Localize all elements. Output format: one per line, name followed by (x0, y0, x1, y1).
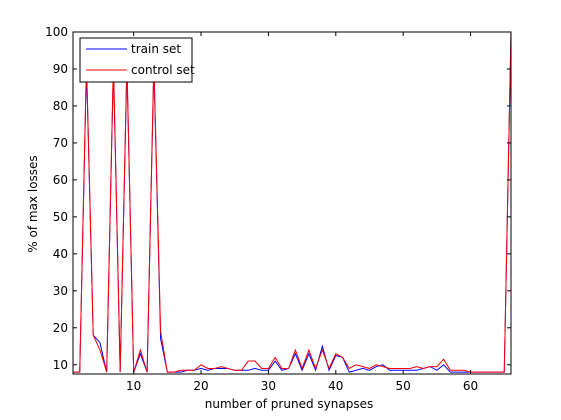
y-tick-label: 20 (53, 321, 68, 335)
x-tick-label: 50 (396, 379, 411, 393)
y-tick-label: 90 (53, 62, 68, 76)
axes-frame (72, 31, 512, 375)
y-tick-label: 10 (53, 358, 68, 372)
y-tick-label: 30 (53, 284, 68, 298)
x-tick-label: 10 (126, 379, 141, 393)
plot-area (73, 32, 511, 374)
x-tick-label: 60 (463, 379, 478, 393)
y-tick-label: 70 (53, 136, 68, 150)
legend-label-train-set: train set (131, 42, 181, 56)
legend-label-control-set: control set (131, 63, 195, 77)
plot-background (73, 32, 511, 374)
x-axis-label: number of pruned synapses (205, 397, 373, 411)
y-axis-label: % of max losses (26, 155, 40, 252)
y-tick-label: 40 (53, 247, 68, 261)
x-tick-label: 20 (193, 379, 208, 393)
y-tick-label: 80 (53, 99, 68, 113)
axes: 10 20 30 40 50 60 10 20 30 40 50 60 70 80 90 100 (45, 25, 512, 393)
x-tick-label: 30 (261, 379, 276, 393)
series-line-control-set (73, 32, 511, 373)
legend-box (79, 37, 193, 83)
legend: train set control set (79, 37, 195, 83)
x-tick-label: 40 (328, 379, 343, 393)
y-tick-label: 100 (45, 25, 68, 39)
y-tick-label: 60 (53, 173, 68, 187)
y-tick-label: 50 (53, 210, 68, 224)
